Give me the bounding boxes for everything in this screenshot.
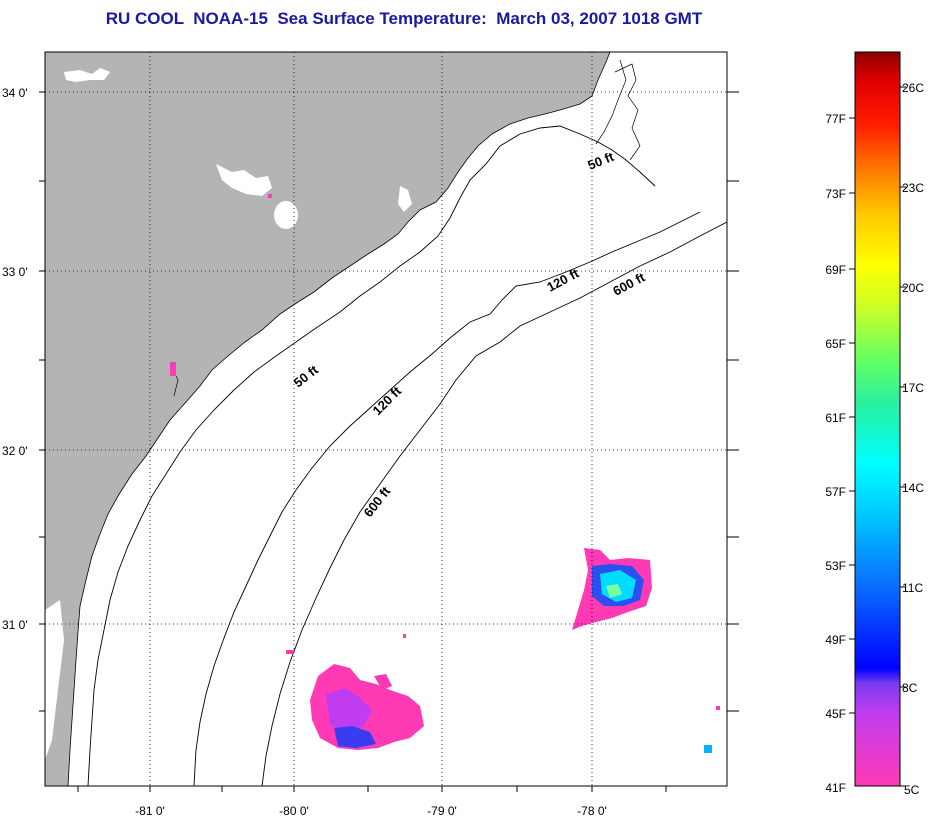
map-panel: 34 0' 33 0' 32 0' 31 0' -81 0' -80 0' -7… xyxy=(2,51,739,817)
colorbar-f-label: 77F xyxy=(825,112,846,126)
colorbar-f-label: 41F xyxy=(825,781,846,795)
colorbar-c-label: 14C xyxy=(902,481,924,495)
colorbar-f-label: 69F xyxy=(825,263,846,277)
colorbar-f-label: 57F xyxy=(825,485,846,499)
colorbar-c-label: 5C xyxy=(904,783,920,797)
lon-label: -78 0' xyxy=(577,804,607,817)
contour-600ft xyxy=(261,221,727,786)
colorbar-f-label: 61F xyxy=(825,411,846,425)
colorbar-c-label: 8C xyxy=(902,681,918,695)
lat-label: 32 0' xyxy=(2,444,28,458)
land-mass xyxy=(45,52,611,786)
map-title: RU COOL NOAA-15 Sea Surface Temperature:… xyxy=(105,9,703,28)
colorbar-f-label: 65F xyxy=(825,337,846,351)
axis-ticks xyxy=(39,91,739,792)
lon-label: -79 0' xyxy=(427,804,457,817)
colorbar-f-label: 73F xyxy=(825,187,846,201)
colorbar-f-label: 49F xyxy=(825,633,846,647)
colorbar-gradient xyxy=(854,51,901,787)
cloud-masks xyxy=(45,68,412,760)
colorbar-c-label: 11C xyxy=(902,581,923,595)
graticule xyxy=(45,52,727,786)
colorbar-f-label: 45F xyxy=(825,707,846,721)
lat-label: 33 0' xyxy=(2,265,28,279)
contour-120ft xyxy=(193,211,701,786)
colorbar-c-label: 23C xyxy=(902,181,924,195)
colorbar-c-label: 17C xyxy=(902,381,924,395)
lon-label: -81 0' xyxy=(135,804,165,817)
lon-label: -80 0' xyxy=(279,804,309,817)
lat-label: 31 0' xyxy=(2,618,28,632)
colorbar-c-label: 20C xyxy=(902,281,924,295)
colorbar-c-label: 26C xyxy=(902,81,924,95)
sst-patch-small xyxy=(170,194,720,753)
colorbar-f-label: 53F xyxy=(825,559,846,573)
colorbar: 77F 73F 69F 65F 61F 57F 53F 49F 45F 41F … xyxy=(825,51,924,797)
map-frame xyxy=(44,51,728,787)
colorbar-ticks xyxy=(849,86,906,787)
sst-patch-southwest xyxy=(286,634,424,750)
lat-label: 34 0' xyxy=(2,86,28,100)
contour-50ft xyxy=(87,125,656,786)
